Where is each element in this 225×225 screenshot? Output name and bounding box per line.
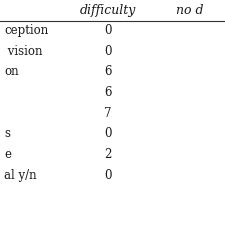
Text: 0: 0 (104, 169, 112, 182)
Text: no d: no d (176, 4, 203, 17)
Text: vision: vision (4, 45, 43, 58)
Text: al y/n: al y/n (4, 169, 37, 182)
Text: on: on (4, 65, 19, 78)
Text: difficulty: difficulty (80, 4, 136, 17)
Text: 6: 6 (104, 65, 112, 78)
Text: 2: 2 (104, 148, 112, 161)
Text: 6: 6 (104, 86, 112, 99)
Text: 0: 0 (104, 127, 112, 140)
Text: 0: 0 (104, 45, 112, 58)
Text: 0: 0 (104, 24, 112, 37)
Text: 7: 7 (104, 107, 112, 120)
Text: e: e (4, 148, 11, 161)
Text: s: s (4, 127, 11, 140)
Text: ception: ception (4, 24, 49, 37)
